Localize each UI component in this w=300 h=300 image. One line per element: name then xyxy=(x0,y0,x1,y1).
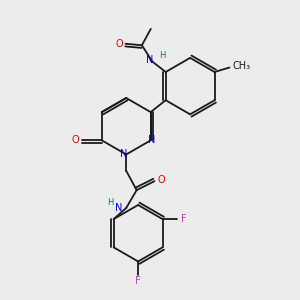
Text: N: N xyxy=(115,203,122,213)
Text: H: H xyxy=(107,198,113,207)
Text: H: H xyxy=(160,50,166,59)
Text: F: F xyxy=(135,276,141,286)
Text: N: N xyxy=(121,149,128,160)
Text: O: O xyxy=(71,135,79,145)
Text: F: F xyxy=(181,214,187,224)
Text: O: O xyxy=(115,39,123,49)
Text: N: N xyxy=(146,55,153,65)
Text: N: N xyxy=(148,135,156,145)
Text: CH₃: CH₃ xyxy=(233,61,251,71)
Text: O: O xyxy=(157,175,165,185)
